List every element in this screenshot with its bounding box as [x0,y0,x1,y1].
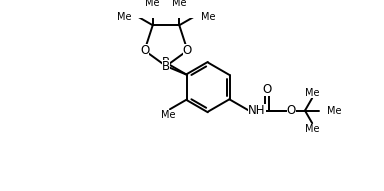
Text: B: B [162,60,170,73]
Text: B: B [162,56,170,69]
Text: O: O [262,83,271,96]
Text: Me: Me [327,106,341,116]
Text: Me: Me [146,0,160,8]
Text: Me: Me [200,12,215,22]
Text: Me: Me [305,88,319,98]
Text: Me: Me [172,0,187,8]
Text: Me: Me [161,110,175,120]
Text: Me: Me [305,124,319,134]
Text: Me: Me [117,12,131,22]
Text: O: O [287,104,296,117]
Text: O: O [140,44,149,57]
Text: NH: NH [248,104,266,117]
Text: O: O [183,44,192,57]
